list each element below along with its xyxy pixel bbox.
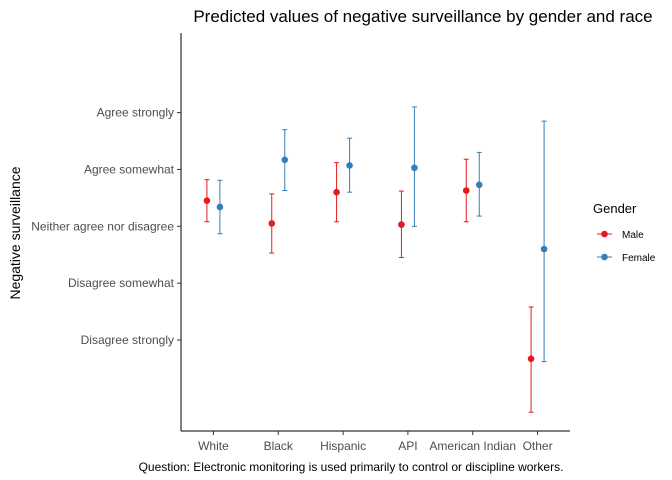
legend-key-point [601, 230, 608, 238]
y-tick-label: Agree strongly [97, 106, 174, 120]
plot-panel [180, 33, 570, 432]
data-point [203, 197, 211, 205]
x-tick-label: Hispanic [320, 439, 366, 453]
data-point [333, 188, 340, 196]
x-tick-label: White [198, 439, 229, 453]
y-axis-ticks: Disagree strongly Disagree somewhat Neithe… [31, 106, 181, 347]
legend-key-point [601, 253, 608, 261]
x-tick-label: American Indian [429, 439, 516, 453]
y-tick-label: Neither agree nor disagree [31, 219, 174, 233]
y-tick-label: Agree somewhat [84, 162, 175, 176]
data-point [527, 355, 535, 363]
data-point [216, 203, 224, 211]
data-point [281, 156, 289, 164]
data-point [346, 162, 353, 169]
data-point [268, 220, 276, 227]
chart-caption: Question: Electronic monitoring is used … [139, 460, 564, 474]
chart-title: Predicted values of negative surveillanc… [193, 7, 652, 26]
x-axis-ticks: White Black Hispanic API American Indian Othe… [198, 431, 553, 453]
legend: Gender Male Female [593, 201, 656, 264]
legend-label: Male [622, 230, 644, 241]
data-point [398, 221, 405, 228]
data-point [411, 164, 418, 172]
legend-label: Female [622, 253, 656, 264]
y-tick-label: Disagree somewhat [68, 276, 175, 290]
data-point [540, 245, 548, 253]
x-tick-label: Black [264, 439, 294, 453]
y-axis-title: Negative surveillance [7, 166, 23, 299]
data-marks [203, 106, 548, 413]
data-point [462, 187, 470, 194]
data-point [475, 181, 483, 189]
x-tick-label: Other [523, 439, 553, 453]
legend-title: Gender [593, 201, 637, 216]
y-tick-label: Disagree strongly [81, 333, 174, 347]
x-tick-label: API [398, 439, 417, 453]
